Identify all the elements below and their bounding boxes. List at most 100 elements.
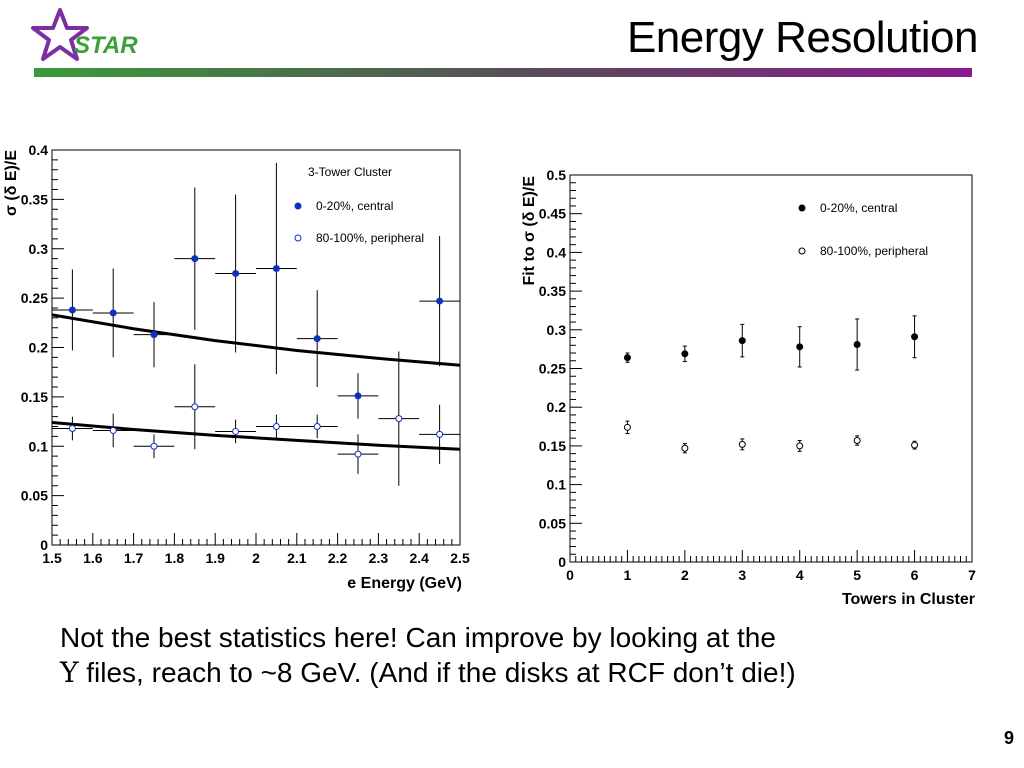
data-marker [681, 350, 689, 358]
legend: 0-20%, central 80-100%, peripheral [798, 201, 928, 258]
data-marker [109, 309, 117, 317]
y-tick-label: 0.25 [21, 290, 48, 306]
x-tick-label: 3 [738, 567, 746, 583]
data-point [133, 302, 175, 368]
y-axis-label: Fit to σ (δ E)/E [521, 176, 538, 286]
x-tick-label: 2 [681, 567, 689, 583]
y-tick-label: 0 [40, 537, 48, 553]
data-marker [232, 269, 240, 277]
data-point [796, 326, 804, 368]
x-tick-label: 1.5 [42, 550, 62, 566]
x-axis-label: e Energy (GeV) [347, 575, 462, 592]
y-tick-label: 0.1 [29, 438, 49, 454]
data-point [738, 323, 746, 358]
caption-line-1: Not the best statistics here! Can improv… [60, 622, 776, 653]
data-marker [796, 343, 804, 351]
data-point [419, 235, 460, 367]
data-marker [272, 265, 280, 272]
y-tick-label: 0.35 [539, 283, 566, 299]
data-point [681, 443, 689, 454]
page-number: 9 [1003, 728, 1014, 748]
x-tick-label: 1.8 [165, 550, 185, 566]
data-marker [623, 354, 631, 362]
x-tick-label: 5 [853, 567, 861, 583]
data-marker [272, 423, 280, 430]
data-marker [436, 430, 444, 438]
data-marker [796, 442, 804, 450]
data-marker [623, 423, 631, 431]
data-marker [853, 341, 861, 349]
legend-marker [798, 247, 806, 255]
data-point [52, 416, 93, 441]
x-tick-label: 2.3 [369, 550, 389, 566]
data-point [738, 438, 746, 451]
legend-marker [294, 234, 302, 242]
legend: 3-Tower Cluster 0-20%, central 80-100%, pe… [294, 165, 424, 245]
y-tick-label: 0.4 [547, 244, 567, 260]
data-point [681, 345, 689, 363]
x-tick-label: 4 [796, 567, 804, 583]
x-tick-label: 1.6 [83, 550, 103, 566]
data-point [911, 315, 919, 359]
data-marker [738, 337, 746, 345]
data-marker [191, 403, 199, 411]
data-point [623, 420, 631, 435]
data-point [853, 435, 861, 446]
y-tick-label: 0.2 [29, 340, 49, 356]
data-point [215, 194, 256, 353]
legend-title: 3-Tower Cluster [308, 165, 392, 179]
chart-energy-resolution-vs-energy: 0 0.05 0.1 0.15 0.2 0.25 0.3 0.35 0.4 1.5 1.6 1.7 1.… [3, 142, 470, 592]
y-tick-label: 0.3 [29, 241, 49, 257]
y-tick-label: 0.35 [21, 191, 48, 207]
data-marker [68, 306, 76, 314]
y-tick-label: 0.5 [547, 167, 567, 183]
y-tick-label: 0.25 [539, 361, 566, 377]
x-tick-label: 2.2 [328, 550, 348, 566]
x-tick-label: 2.5 [450, 550, 470, 566]
star-icon [31, 8, 89, 61]
data-marker [109, 426, 117, 434]
data-point [92, 268, 134, 358]
y-axis-label: σ (δ E)/E [3, 150, 20, 216]
x-tick-label: 2.4 [409, 550, 429, 566]
data-point [337, 373, 379, 419]
data-point [215, 419, 256, 444]
star-logo: STAR [30, 6, 150, 73]
y-tick-label: 0.2 [547, 399, 567, 415]
data-point [623, 352, 631, 363]
legend-marker [294, 202, 302, 210]
x-tick-label: 1.9 [205, 550, 225, 566]
fit-curve [51, 313, 461, 367]
data-point [378, 351, 420, 486]
data-marker [150, 442, 158, 450]
data-marker [395, 415, 403, 423]
data-marker [911, 333, 919, 341]
x-axis-label: Towers in Cluster [842, 591, 975, 608]
x-tick-label: 1 [624, 567, 632, 583]
caption-line-2: files, reach to ~8 GeV. (And if the disk… [78, 657, 796, 688]
data-marker [681, 444, 689, 452]
data-point [296, 290, 338, 387]
data-point [133, 434, 175, 459]
x-tick-label: 0 [566, 567, 574, 583]
slide-title: Energy Resolution [626, 13, 979, 62]
y-tick-label: 0.05 [539, 515, 566, 531]
fit-curve [51, 421, 461, 451]
legend-entry: 80-100%, peripheral [820, 244, 928, 258]
y-tick-label: 0.05 [21, 488, 48, 504]
data-marker [354, 450, 362, 458]
x-tick-label: 1.7 [124, 550, 144, 566]
caption: Not the best statistics here! Can improv… [60, 620, 1010, 690]
data-marker [853, 436, 861, 444]
x-tick-label: 2.1 [287, 550, 307, 566]
y-tick-label: 0.15 [21, 389, 48, 405]
data-marker [313, 423, 321, 430]
data-point [174, 187, 216, 330]
legend-entry: 0-20%, central [316, 199, 393, 213]
x-tick-label: 2 [252, 550, 260, 566]
data-point [337, 434, 379, 474]
x-tick-label: 7 [968, 567, 976, 583]
y-tick-label: 0.3 [547, 322, 567, 338]
data-point [796, 439, 804, 452]
data-point [419, 404, 460, 465]
